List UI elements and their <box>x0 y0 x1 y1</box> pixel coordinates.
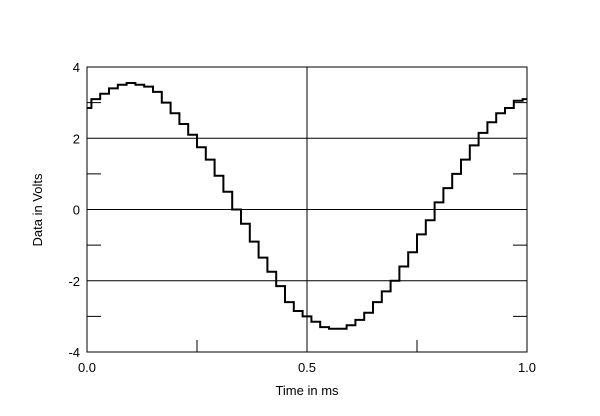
series-group <box>87 82 527 330</box>
y-tick-label: 0 <box>73 203 80 218</box>
y-tick-label: -2 <box>68 274 80 289</box>
y-tick-label: 4 <box>73 60 80 75</box>
x-tick-label: 0.5 <box>298 360 316 375</box>
y-tick-label: 2 <box>73 131 80 146</box>
plot-frame <box>86 66 528 353</box>
axis-ticks <box>87 102 527 352</box>
series-line <box>87 82 527 330</box>
tick-labels: -4 -2 0 2 4 0.0 0.5 1.0 <box>68 60 536 375</box>
x-axis-title: Time in ms <box>275 383 339 398</box>
y-axis-title: Data in Volts <box>30 173 45 246</box>
grid-lines <box>87 67 527 352</box>
x-tick-label: 1.0 <box>518 360 536 375</box>
x-tick-label: 0.0 <box>78 360 96 375</box>
y-tick-label: -4 <box>68 345 80 360</box>
